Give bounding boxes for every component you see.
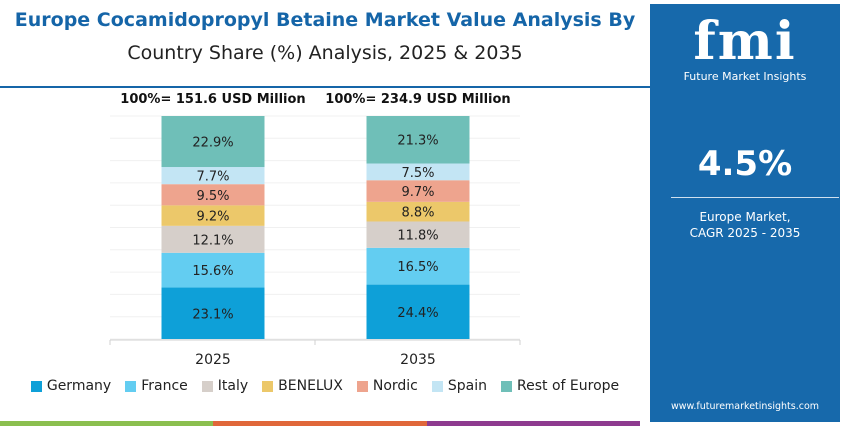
data-label: 9.5% [196,189,229,204]
bar-segment-italy-2035 [366,221,470,248]
info-panel: fmi Future Market Insights 4.5% Europe M… [650,4,840,422]
bar-segment-nordic-2025 [161,184,265,206]
legend-swatch [356,380,368,392]
title-line-2: Country Share (%) Analysis, 2025 & 2035 [127,42,523,64]
data-label: 9.2% [196,210,229,225]
legend-item-nordic: Nordic [356,378,418,394]
cagr-description: Europe Market, CAGR 2025 - 2035 [650,209,840,241]
data-label: 15.6% [192,264,233,279]
title-line-1: Europe Cocamidopropyl Betaine Market Val… [14,9,636,31]
bar-segment-nordic-2035 [366,180,470,202]
stacked-bar-chart: 23.1% 15.6% 12.1% 9.2% 9.5% 7.7% 22.9% 100%= 15… [109,92,521,368]
total-label-2035: 100%= 234.9 USD Million [325,92,510,107]
legend-item-rest-of-europe: Rest of Europe [501,378,619,394]
bar-segment-germany-2035 [366,284,470,339]
data-label: 22.9% [192,136,233,151]
legend-swatch [201,380,213,392]
website-link[interactable]: www.futuremarketinsights.com [670,401,820,412]
legend-item-france: France [125,378,188,394]
x-tick-label-2035: 2035 [400,352,436,368]
logo-subtitle: Future Market Insights [683,70,807,83]
legend-item-germany: Germany [30,378,112,394]
total-label-2025: 100%= 151.6 USD Million [120,92,305,107]
bar-segment-italy-2025 [161,225,265,253]
bar-segment-germany-2025 [161,287,265,339]
data-label: 24.4% [397,306,438,321]
x-tick-label-2025: 2025 [195,352,231,368]
legend-label: Germany [46,378,112,394]
bar-segment-benelux-2035 [366,201,470,222]
data-label: 7.7% [196,170,229,185]
bottom-bar-segment [426,421,640,426]
data-label: 8.8% [401,206,434,221]
bottom-bar-segment [0,421,214,426]
title-divider [0,86,650,88]
fmi-logo: fmi [693,11,797,72]
bottom-bar-segment [213,421,427,426]
data-label: 9.7% [401,185,434,200]
bar-segment-france-2035 [366,247,470,285]
desc-line-1: Europe Market, [699,210,791,224]
legend-swatch [501,380,513,392]
legend-item-italy: Italy [201,378,249,394]
bottom-color-bar [0,421,640,426]
data-label: 16.5% [397,260,438,275]
legend-swatch [30,380,42,392]
legend-label: Rest of Europe [517,378,620,394]
legend-swatch [125,380,137,392]
bar-segment-spain-2025 [161,167,265,185]
legend: Germany France Italy BENELUX Nordic Spain Rest… [0,378,650,394]
legend-label: France [141,378,188,394]
desc-line-2: CAGR 2025 - 2035 [689,226,801,240]
legend-label: Nordic [372,378,418,394]
data-label: 7.5% [401,166,434,181]
panel-divider [671,197,839,198]
bar-segment-spain-2035 [366,163,470,181]
chart-title: Europe Cocamidopropyl Betaine Market Val… [0,4,650,70]
legend-label: Italy [217,378,249,394]
bar-segment-rest-of-europe-2035 [366,116,470,164]
legend-swatch [262,380,274,392]
data-label: 23.1% [192,307,233,322]
bar-segment-rest-of-europe-2025 [161,116,265,168]
data-label: 21.3% [397,134,438,149]
bar-segment-benelux-2025 [161,205,265,226]
cagr-value: 4.5% [697,144,793,184]
legend-item-benelux: BENELUX [262,378,343,394]
legend-label: BENELUX [278,378,343,394]
legend-swatch [431,380,443,392]
data-label: 12.1% [192,233,233,248]
legend-item-spain: Spain [431,378,488,394]
legend-label: Spain [447,378,488,394]
data-label: 11.8% [397,229,438,244]
bar-segment-france-2025 [161,252,265,288]
